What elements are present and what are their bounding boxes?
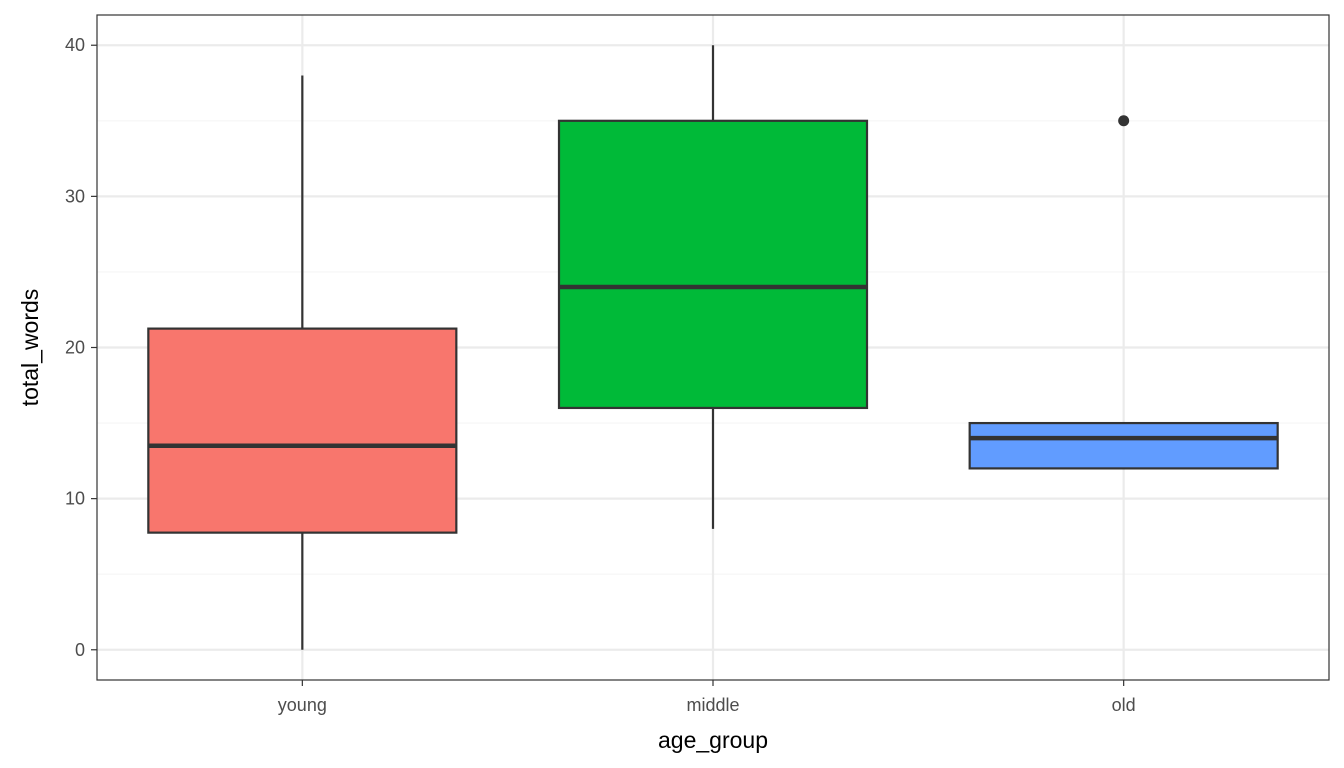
box-young <box>147 75 458 650</box>
x-axis-title: age_group <box>658 727 768 753</box>
box-body <box>557 119 869 410</box>
box-body <box>147 327 458 534</box>
box-middle <box>557 45 869 529</box>
x-tick-label: old <box>1112 695 1136 715</box>
axes: 0 10 20 30 40 young middle old <box>65 35 1136 715</box>
y-axis-title: total_words <box>17 289 43 407</box>
y-tick-label: 30 <box>65 186 85 206</box>
box-old <box>968 115 1279 470</box>
box-body <box>968 421 1279 470</box>
y-tick-label: 0 <box>75 640 85 660</box>
y-tick-label: 10 <box>65 489 85 509</box>
y-tick-label: 20 <box>65 338 85 358</box>
outlier-point <box>1118 115 1130 127</box>
boxes <box>147 45 1279 650</box>
x-tick-label: young <box>278 695 327 715</box>
y-tick-label: 40 <box>65 35 85 55</box>
x-tick-label: middle <box>686 695 739 715</box>
